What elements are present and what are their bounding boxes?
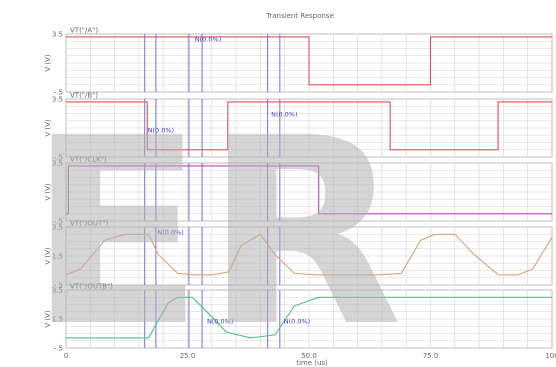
marker-annotation: N(0.0%) (207, 317, 233, 325)
series-line (66, 101, 552, 151)
x-tick-label: 50.0 (301, 352, 317, 360)
y-tick-label: -.5 (54, 282, 63, 290)
y-tick-label: 1.5 (52, 316, 63, 324)
marker-annotation: N(0.0%) (284, 317, 310, 325)
y-axis-label: V (V) (44, 183, 52, 201)
series-line (66, 296, 552, 339)
marker-annotation: N(0.0%) (195, 35, 221, 43)
x-tick-label: 0 (64, 352, 68, 360)
legend-entry: VT("/B") (70, 92, 98, 100)
marker-annotation: N(0.0%) (271, 110, 297, 118)
legend-entry: VT("/CLK") (70, 156, 107, 164)
x-tick-label: 75.0 (423, 352, 439, 360)
y-tick-label: 1.5 (52, 253, 63, 261)
y-tick-label: 3.5 (52, 224, 63, 232)
y-axis-label: V (V) (44, 310, 52, 328)
y-tick-label: 3.5 (52, 287, 63, 295)
marker-annotation: N(0.0%) (157, 228, 183, 236)
x-tick-label: 25.0 (180, 352, 196, 360)
watermark: ER (28, 83, 403, 367)
series-layer (65, 36, 553, 339)
legend-entry: VT("/OUTB") (70, 283, 113, 291)
marker-annotation: N(0.0%) (148, 126, 174, 134)
series-line (66, 36, 552, 86)
y-tick-label: -.5 (54, 218, 63, 226)
y-tick-label: -.5 (54, 89, 63, 97)
y-axis-label: V (V) (44, 247, 52, 265)
x-tick-label: 100 (545, 352, 556, 360)
legend-entry: VT("/A") (70, 27, 98, 35)
label-layer: 3.5-.5V (V)VT("/A")N(0.0%)3.5-.5V (V)VT(… (44, 27, 556, 361)
series-line (65, 233, 553, 276)
y-axis-label: V (V) (44, 119, 52, 137)
y-axis-label: V (V) (44, 54, 52, 72)
y-tick-label: 3.5 (52, 96, 63, 104)
x-axis-label: time (us) (296, 359, 328, 367)
chart-title: Transient Response (265, 12, 334, 20)
y-tick-label: -.5 (54, 345, 63, 353)
y-tick-label: 3.5 (52, 160, 63, 168)
watermark-text: ER (28, 83, 403, 367)
series-line (66, 165, 552, 215)
legend-entry: VT("/OUT") (70, 220, 109, 228)
y-tick-label: -.5 (54, 154, 63, 162)
y-tick-label: 3.5 (52, 31, 63, 39)
